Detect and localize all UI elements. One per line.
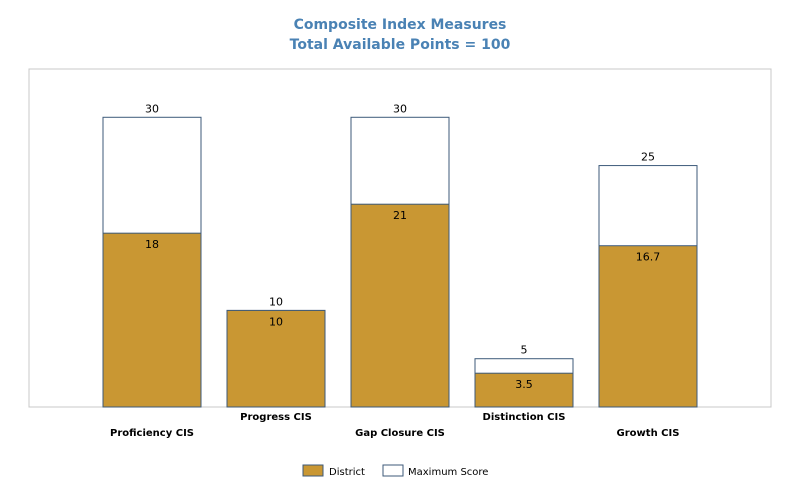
x-tick-label: Gap Closure CIS <box>355 428 445 439</box>
bar-district <box>598 245 698 408</box>
chart-subtitle: Total Available Points = 100 <box>290 37 511 53</box>
x-tick-label: Distinction CIS <box>483 412 566 423</box>
data-label-maximum-score: 30 <box>145 102 159 115</box>
bar-district <box>226 309 326 408</box>
legend: District Maximum Score <box>302 464 488 478</box>
data-label-district: 18 <box>145 238 159 251</box>
x-tick-label: Progress CIS <box>240 412 312 423</box>
data-label-district: 21 <box>393 209 407 222</box>
bar-district <box>474 372 574 408</box>
data-label-district: 16.7 <box>636 251 661 264</box>
legend-label-maximum-score: Maximum Score <box>408 467 488 478</box>
data-label-district: 3.5 <box>515 378 533 391</box>
data-label-maximum-score: 5 <box>521 344 528 357</box>
x-tick-labels: Proficiency CIS Progress CIS Gap Closure C… <box>110 412 679 439</box>
x-tick-label: Growth CIS <box>617 428 680 439</box>
data-label-district: 10 <box>269 315 283 328</box>
legend-swatch-maximum-score <box>382 464 404 477</box>
data-label-maximum-score: 30 <box>393 102 407 115</box>
bars-group: 30 18 10 10 30 21 5 3.5 25 16.7 <box>102 102 698 408</box>
bar-district <box>350 203 450 408</box>
chart-title: Composite Index Measures <box>294 17 507 33</box>
x-tick-label: Proficiency CIS <box>110 428 194 439</box>
legend-swatch-district <box>302 464 324 477</box>
data-label-maximum-score: 10 <box>269 295 283 308</box>
legend-label-district: District <box>329 467 365 478</box>
bar-district <box>102 232 202 408</box>
data-label-maximum-score: 25 <box>641 151 655 164</box>
